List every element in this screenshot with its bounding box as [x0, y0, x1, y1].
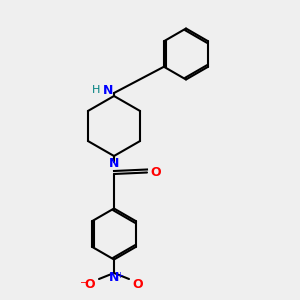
Text: N: N [103, 83, 113, 97]
Text: H: H [92, 85, 100, 95]
Text: N: N [109, 157, 119, 170]
Text: N: N [109, 271, 119, 284]
Text: +: + [117, 271, 123, 280]
Text: O: O [85, 278, 95, 291]
Text: −: − [80, 278, 88, 288]
Text: O: O [151, 166, 161, 179]
Text: O: O [133, 278, 143, 291]
